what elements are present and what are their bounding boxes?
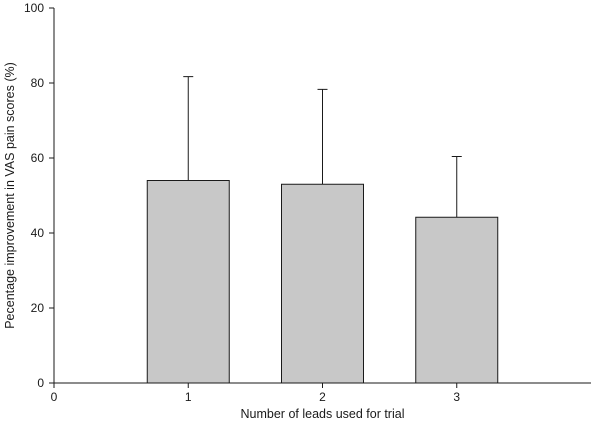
y-tick-label: 100: [24, 1, 44, 15]
y-tick-label: 40: [31, 226, 45, 240]
y-tick-label: 20: [31, 301, 45, 315]
y-tick-label: 0: [37, 376, 44, 390]
bar: [146, 180, 230, 384]
bars: [146, 76, 499, 384]
x-tick-label: 2: [319, 390, 326, 404]
y-tick-label: 80: [31, 76, 45, 90]
x-tick-label: 1: [185, 390, 192, 404]
y-tick-label: 60: [31, 151, 45, 165]
y-axis-ticks: 0 20 40 60 80 100: [24, 1, 54, 390]
x-tick-label: 0: [51, 390, 58, 404]
x-tick-label: 3: [453, 390, 460, 404]
bar: [415, 216, 499, 384]
bar: [281, 183, 364, 384]
x-axis-ticks: 0 1 2 3: [51, 383, 460, 404]
y-axis-title: Pecentage improvement in VAS pain scores…: [3, 62, 17, 329]
x-axis-title: Number of leads used for trial: [241, 407, 405, 421]
